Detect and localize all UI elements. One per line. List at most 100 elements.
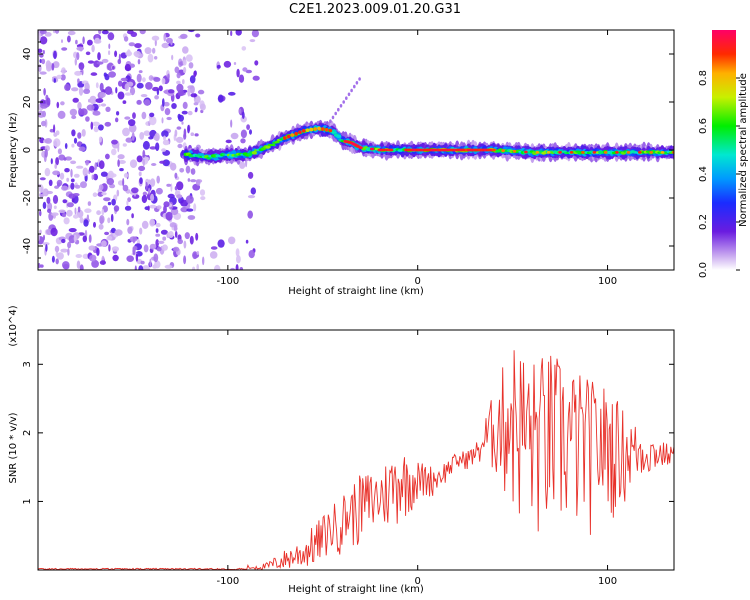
faint-streak	[350, 88, 353, 93]
faint-streak	[334, 111, 338, 116]
noise-speckle	[107, 32, 115, 41]
noise-speckle	[247, 210, 253, 219]
noise-speckle	[151, 35, 160, 41]
noise-speckle	[97, 52, 101, 61]
y-tick-label: -40	[22, 238, 33, 254]
ridge-peak	[388, 148, 394, 152]
noise-speckle	[187, 178, 191, 182]
noise-speckle	[155, 239, 159, 248]
noise-speckle	[217, 239, 225, 248]
noise-speckle	[183, 240, 187, 249]
noise-speckle	[242, 67, 248, 72]
noise-speckle	[147, 205, 150, 211]
noise-speckle	[161, 130, 169, 138]
ridge-peak	[294, 131, 299, 136]
spectrogram-ticks: -100 0 100 -40 -20 0 20 40	[22, 30, 674, 287]
noise-speckle	[52, 170, 60, 176]
noise-speckle	[67, 248, 70, 256]
noise-speckle	[101, 208, 105, 216]
noise-speckle	[182, 46, 189, 54]
snr-series-line	[38, 350, 674, 570]
ridge-peak	[324, 128, 329, 132]
noise-speckle	[82, 235, 88, 243]
noise-speckle	[86, 214, 89, 220]
noise-speckle	[132, 246, 138, 251]
noise-speckle	[124, 205, 132, 211]
noise-speckle	[78, 62, 85, 70]
ridge-peak	[321, 127, 325, 131]
noise-speckle	[89, 165, 95, 173]
noise-speckle	[59, 172, 65, 180]
noise-speckle	[141, 194, 148, 204]
ridge-peak	[317, 126, 321, 131]
ridge-peak	[298, 130, 302, 134]
noise-speckle	[74, 70, 82, 76]
colorbar-tick-label: 0.2	[698, 214, 709, 230]
x-tick-label: -100	[216, 276, 239, 287]
noise-speckle	[76, 52, 80, 61]
noise-speckle	[194, 133, 199, 137]
noise-speckle	[101, 192, 107, 196]
noise-speckle	[161, 148, 167, 152]
noise-speckle	[53, 50, 57, 60]
spectrogram-panel: -100 0 100 -40 -20 0 20 40 Height of straight l…	[8, 29, 675, 297]
noise-speckle	[131, 213, 134, 219]
noise-speckle	[163, 135, 166, 141]
noise-speckle	[85, 159, 89, 166]
noise-speckle	[90, 72, 98, 76]
noise-speckle	[155, 142, 160, 151]
ridge-peak	[328, 128, 333, 133]
noise-speckle	[73, 234, 77, 243]
noise-speckle	[57, 110, 66, 119]
noise-speckle	[103, 197, 111, 202]
faint-streak	[329, 119, 332, 123]
noise-speckle	[96, 247, 100, 256]
snr-frame	[37, 329, 675, 571]
noise-speckle	[64, 168, 70, 173]
noise-speckle	[245, 239, 249, 244]
noise-speckle	[161, 78, 166, 85]
noise-speckle	[77, 78, 80, 84]
colorbar-gradient	[712, 30, 736, 270]
noise-speckle	[101, 30, 109, 35]
noise-speckle	[190, 93, 198, 98]
noise-speckle	[67, 35, 71, 43]
noise-speckle	[90, 121, 94, 130]
noise-speckle	[193, 203, 197, 212]
noise-speckle	[118, 53, 121, 62]
noise-speckle	[183, 255, 187, 265]
faint-streak	[347, 92, 351, 97]
noise-speckle	[60, 74, 66, 81]
noise-speckle	[158, 85, 163, 92]
noise-speckle	[91, 44, 95, 53]
noise-speckle	[154, 260, 161, 269]
noise-speckle	[130, 31, 138, 37]
noise-speckle	[56, 74, 62, 79]
noise-speckle	[73, 214, 79, 219]
noise-speckle	[43, 234, 45, 241]
noise-speckle	[174, 66, 180, 74]
noise-speckle	[63, 157, 67, 161]
noise-speckle	[228, 91, 236, 96]
noise-speckle	[162, 139, 170, 146]
noise-speckle	[114, 50, 118, 58]
noise-speckle	[240, 129, 247, 139]
noise-speckle	[127, 226, 133, 234]
noise-speckle	[89, 254, 97, 262]
noise-speckle	[92, 121, 100, 127]
noise-speckle	[83, 219, 89, 227]
noise-speckle	[39, 177, 46, 181]
faint-streak	[345, 96, 348, 100]
ridge-peak	[626, 151, 631, 154]
noise-speckle	[187, 110, 193, 116]
noise-speckle	[113, 205, 120, 212]
noise-speckle	[163, 101, 170, 107]
noise-speckle	[87, 39, 93, 46]
noise-speckle	[126, 200, 129, 206]
noise-speckle	[56, 252, 64, 260]
noise-speckle	[98, 160, 105, 170]
noise-speckle	[87, 201, 92, 206]
noise-speckle	[57, 148, 63, 155]
ridge-cell	[274, 140, 280, 144]
noise-speckle	[147, 53, 154, 63]
